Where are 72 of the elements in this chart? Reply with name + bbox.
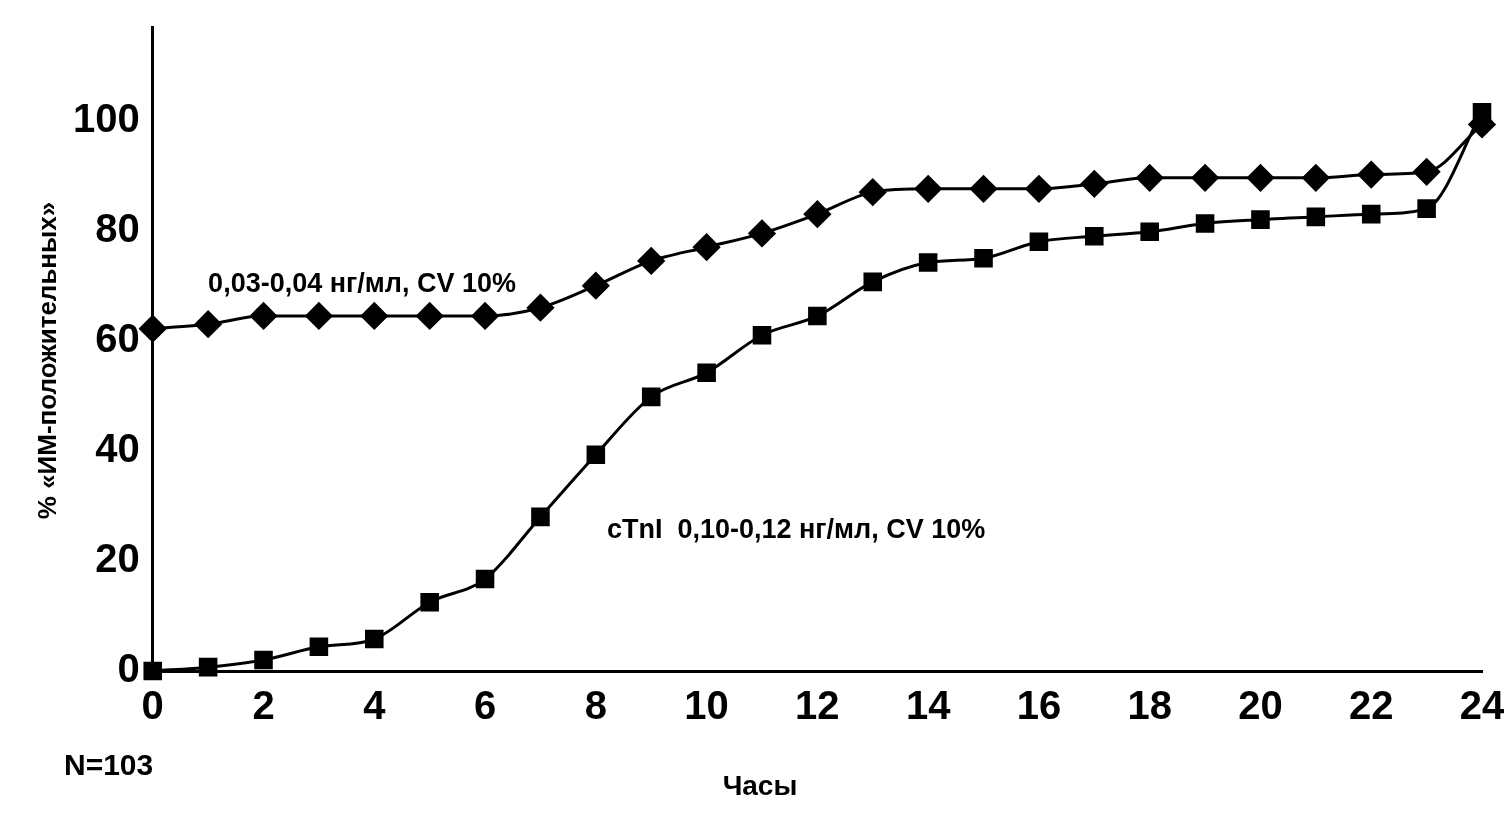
point bbox=[748, 219, 776, 247]
point bbox=[1136, 164, 1164, 192]
x-tick-label: 16 bbox=[1016, 683, 1062, 728]
point bbox=[471, 302, 499, 330]
y-tick-label: 0 bbox=[117, 646, 140, 691]
point bbox=[194, 310, 222, 338]
point bbox=[254, 650, 273, 670]
point bbox=[250, 302, 278, 330]
series-label: cTnI 0,10-0,12 нг/мл, CV 10% bbox=[606, 514, 986, 545]
point bbox=[309, 637, 329, 657]
point bbox=[305, 302, 333, 330]
point bbox=[637, 247, 665, 275]
x-tick-label: 6 bbox=[473, 683, 497, 728]
point bbox=[1080, 170, 1108, 198]
point bbox=[914, 175, 942, 203]
point bbox=[198, 657, 218, 677]
point bbox=[586, 445, 606, 464]
point bbox=[641, 387, 661, 407]
y-axis-title: % «ИМ-положительных» bbox=[32, 201, 64, 519]
x-tick-label: 18 bbox=[1127, 683, 1172, 728]
y-tick-label: 80 bbox=[95, 205, 140, 250]
x-tick-label: 2 bbox=[252, 683, 275, 728]
point bbox=[863, 272, 883, 292]
point bbox=[974, 248, 993, 268]
point bbox=[526, 294, 554, 322]
point bbox=[808, 306, 827, 326]
series-label: 0,03-0,04 нг/мл, CV 10% bbox=[208, 267, 516, 298]
point bbox=[803, 200, 831, 228]
point bbox=[1251, 210, 1270, 229]
y-tick-label: 40 bbox=[95, 425, 140, 470]
point bbox=[420, 592, 439, 612]
y-tick-label: 100 bbox=[72, 95, 140, 140]
point bbox=[697, 363, 716, 382]
point bbox=[1302, 164, 1330, 192]
point bbox=[1085, 226, 1104, 246]
x-tick-label: 10 bbox=[684, 683, 729, 728]
point bbox=[970, 175, 998, 203]
point bbox=[1029, 232, 1049, 251]
point bbox=[139, 315, 167, 343]
point bbox=[1357, 161, 1385, 189]
point bbox=[1417, 199, 1436, 218]
x-tick-label: 8 bbox=[584, 683, 607, 728]
x-axis-title: Часы bbox=[721, 770, 799, 802]
point bbox=[143, 661, 163, 681]
point bbox=[582, 272, 610, 300]
point bbox=[531, 507, 550, 527]
point bbox=[918, 253, 938, 272]
point bbox=[365, 629, 384, 649]
point bbox=[752, 325, 772, 345]
point bbox=[859, 178, 887, 206]
point bbox=[1025, 175, 1053, 203]
point bbox=[1472, 103, 1492, 122]
x-tick-label: 12 bbox=[795, 683, 840, 728]
x-tick-label: 14 bbox=[905, 683, 952, 728]
point bbox=[1361, 204, 1381, 224]
y-tick-label: 60 bbox=[95, 315, 140, 360]
point bbox=[1306, 207, 1326, 227]
x-tick-label: 22 bbox=[1348, 683, 1394, 728]
point bbox=[1191, 164, 1219, 192]
point bbox=[475, 569, 495, 589]
point bbox=[416, 302, 444, 330]
x-tick-label: 4 bbox=[363, 683, 387, 728]
point bbox=[1140, 222, 1159, 242]
y-tick-label: 20 bbox=[95, 535, 140, 580]
point bbox=[1413, 158, 1441, 186]
point bbox=[693, 233, 721, 261]
text: N=103 bbox=[64, 748, 154, 782]
x-tick-label: 24 bbox=[1459, 683, 1505, 728]
point bbox=[360, 302, 388, 330]
x-tick-label: 20 bbox=[1238, 683, 1283, 728]
point bbox=[1246, 164, 1274, 192]
point bbox=[1195, 214, 1215, 233]
